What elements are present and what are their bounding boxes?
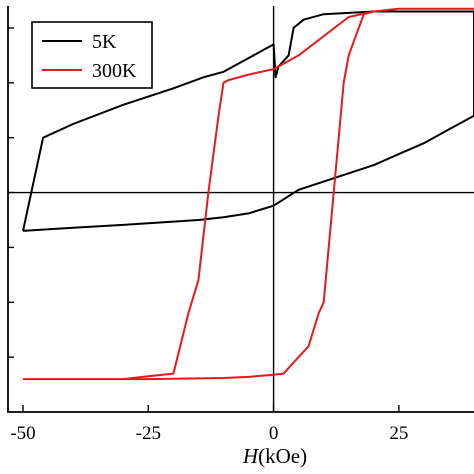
x-tick-label: -50 [10,423,35,444]
legend-box [31,21,153,89]
series-line-0 [22,10,474,232]
legend-label-0: 5K [92,31,117,53]
axes [7,6,474,413]
x-axis-label-unit: (kOe) [258,444,307,468]
x-tick-label: 25 [389,423,408,444]
x-tick-label: -25 [136,423,161,444]
series-line-1 [23,7,474,381]
legend-label-1: 300K [92,60,137,82]
plot-frame [7,6,474,413]
legend: 5K 300K [31,21,153,89]
x-tick-label: 0 [269,423,279,444]
ticks: -50 -25 0 25 [8,27,408,444]
x-axis-label: H(kOe) [242,444,307,468]
series-layer [22,7,474,381]
x-axis-label-symbol: H [242,444,260,468]
